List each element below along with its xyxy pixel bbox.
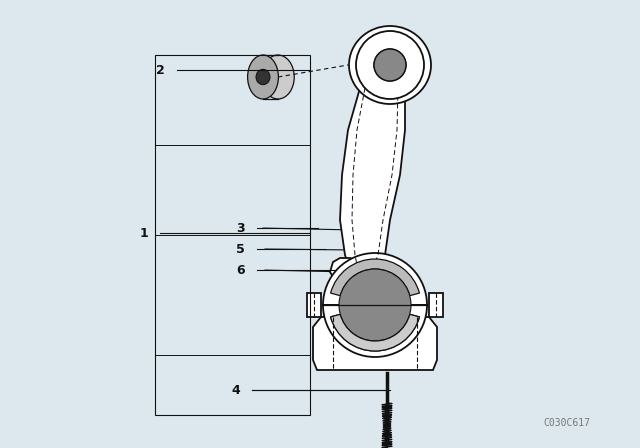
Polygon shape: [340, 88, 405, 270]
Circle shape: [356, 31, 424, 99]
Wedge shape: [331, 314, 419, 351]
Text: 3: 3: [236, 221, 245, 234]
Circle shape: [339, 269, 411, 341]
Circle shape: [374, 49, 406, 81]
Ellipse shape: [349, 26, 431, 104]
Wedge shape: [331, 314, 419, 351]
Text: 6: 6: [236, 263, 245, 276]
Polygon shape: [307, 293, 321, 317]
Wedge shape: [323, 253, 427, 305]
Text: 4: 4: [231, 383, 240, 396]
Ellipse shape: [262, 55, 294, 99]
Polygon shape: [429, 293, 443, 317]
Text: C030C617: C030C617: [543, 418, 590, 428]
Wedge shape: [331, 259, 419, 296]
Text: 1: 1: [140, 227, 148, 240]
Ellipse shape: [248, 55, 278, 99]
Polygon shape: [330, 258, 366, 285]
Polygon shape: [313, 317, 437, 370]
Bar: [155, 55, 310, 415]
Text: 5: 5: [236, 242, 245, 255]
Wedge shape: [323, 305, 427, 357]
Circle shape: [374, 49, 406, 81]
Ellipse shape: [256, 69, 270, 85]
Text: 2: 2: [156, 64, 165, 77]
